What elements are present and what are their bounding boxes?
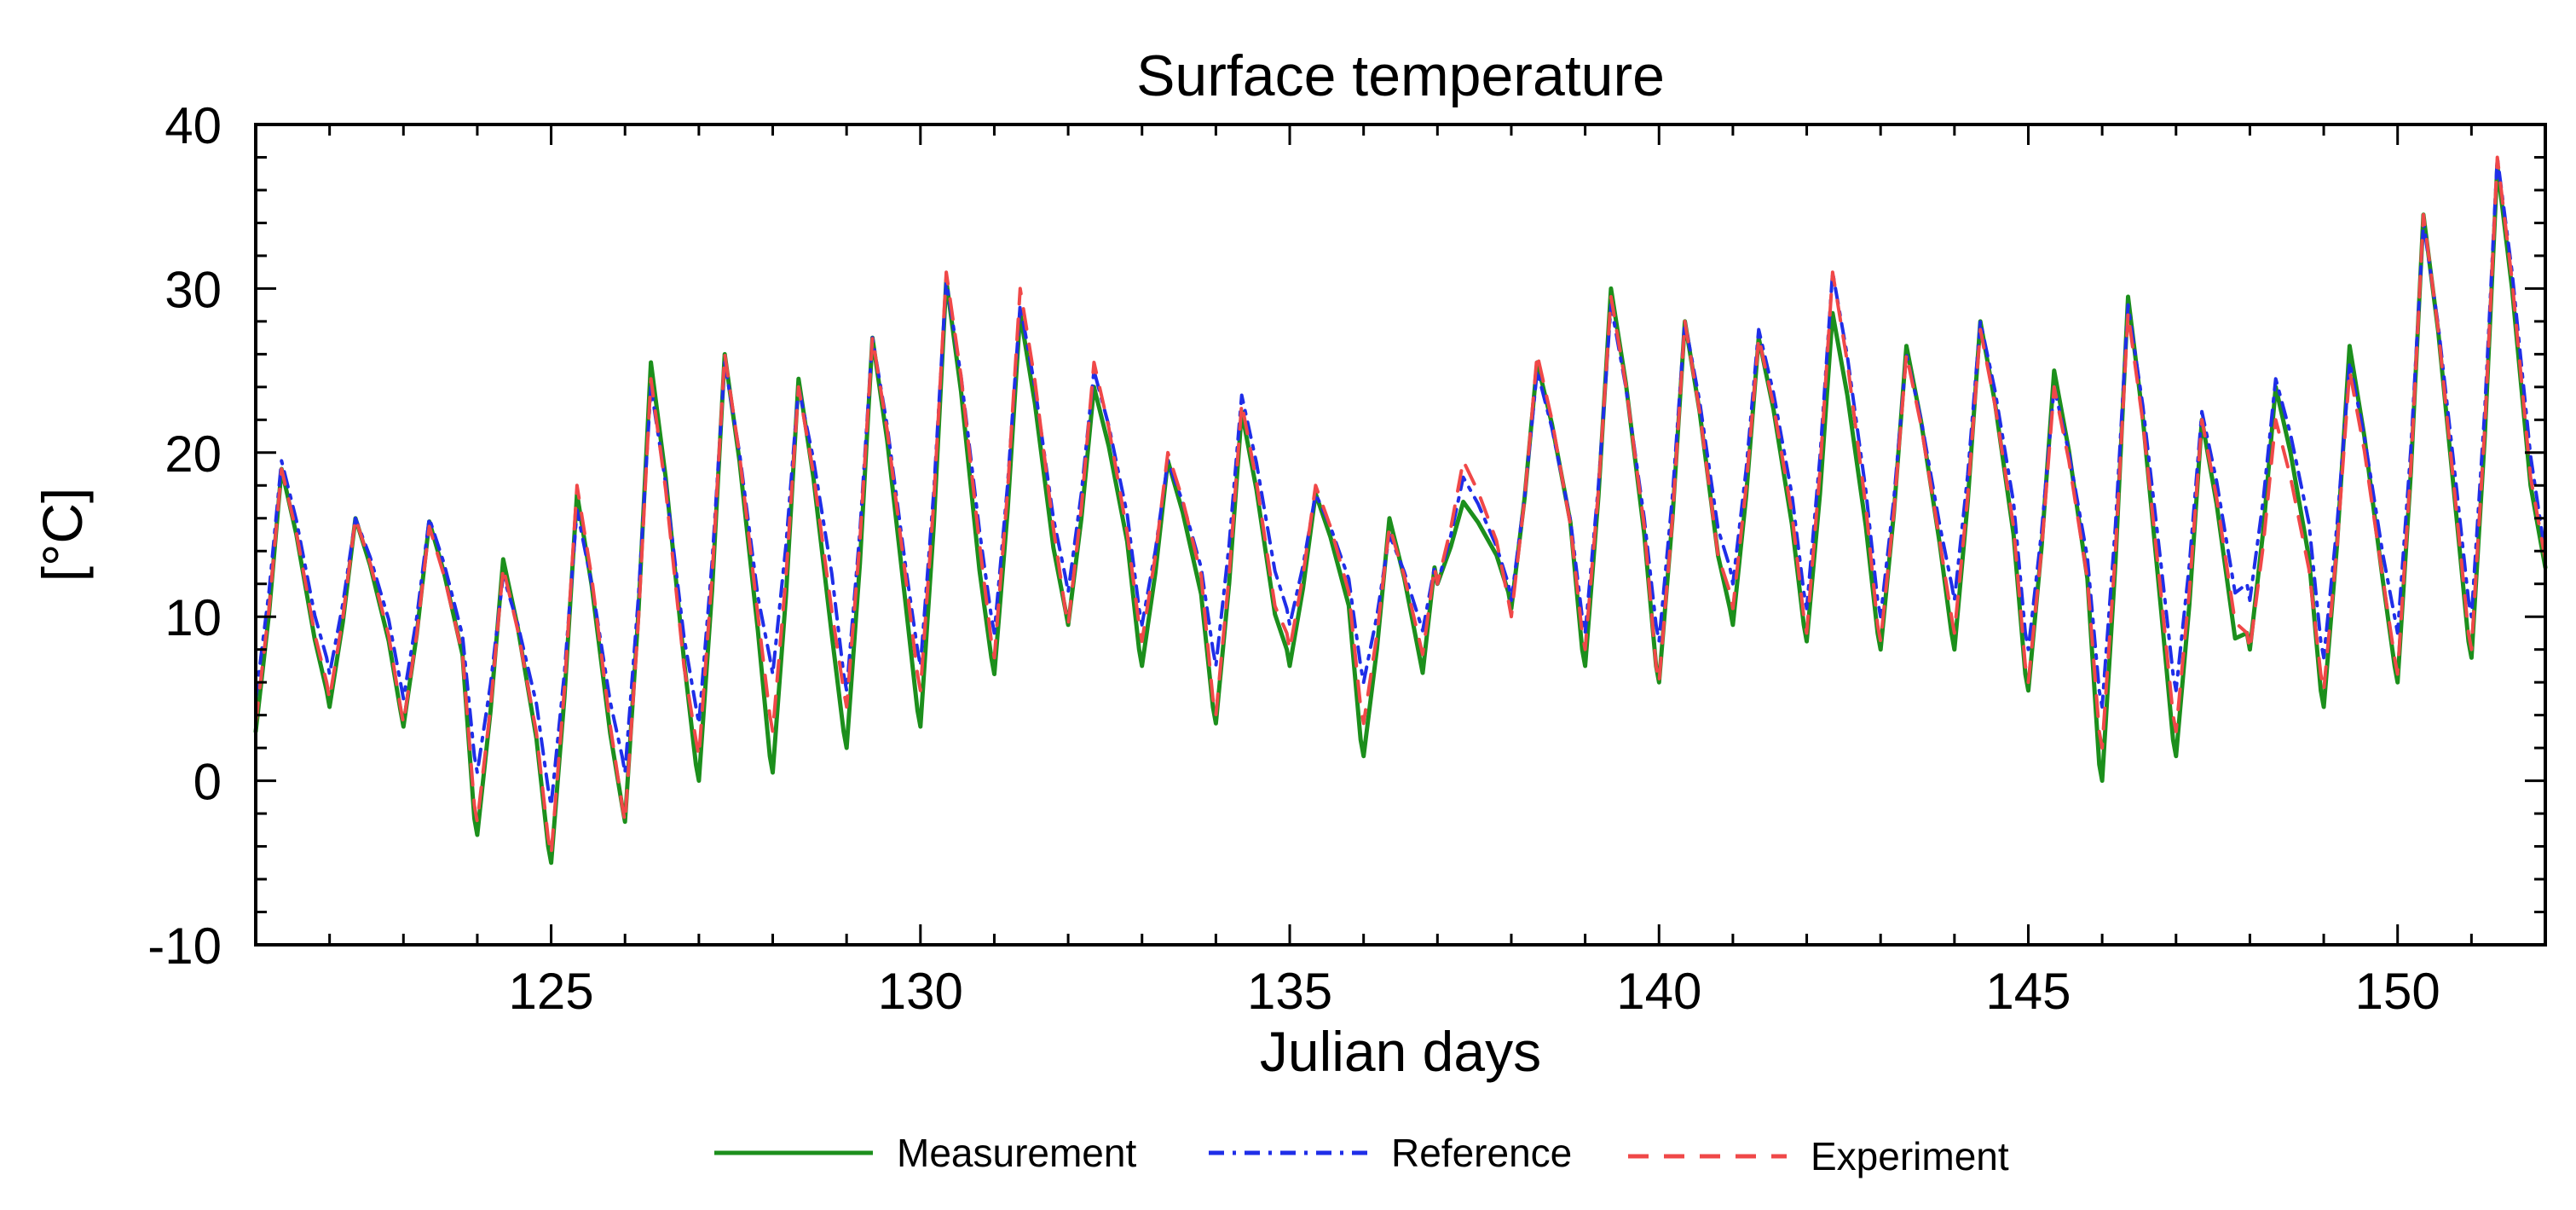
x-tick-label-140: 140 <box>1616 963 1701 1020</box>
x-tick-label-135: 135 <box>1247 963 1332 1020</box>
y-tick-label-10: 10 <box>165 589 222 646</box>
plot-frame <box>254 123 2547 947</box>
legend-label-experiment: Experiment <box>1811 1134 2009 1178</box>
y-tick-label-30: 30 <box>165 261 222 318</box>
x-tick-label-130: 130 <box>878 963 963 1020</box>
x-tick-label-145: 145 <box>1985 963 2071 1020</box>
series-measurement-line <box>253 163 2548 866</box>
y-tick-label-40: 40 <box>165 97 222 154</box>
y-tick-label-0: 0 <box>193 754 222 811</box>
series-experiment-line <box>254 155 2547 857</box>
series-reference-line <box>254 155 2547 808</box>
legend: Measurement Reference Experiment <box>714 1131 2009 1178</box>
y-tick-label-20: 20 <box>165 426 222 483</box>
legend-label-reference: Reference <box>1391 1131 1572 1175</box>
plot-area: 125 130 135 140 145 150 -10 0 10 20 30 40 <box>147 97 2548 1020</box>
chart-title: Surface temperature <box>1136 43 1665 108</box>
x-axis-label: Julian days <box>1260 1020 1541 1083</box>
y-tick-label--10: -10 <box>147 918 222 975</box>
x-tick-label-150: 150 <box>2355 963 2440 1020</box>
legend-label-measurement: Measurement <box>897 1131 1136 1175</box>
y-axis-label: [°C] <box>31 488 94 582</box>
x-tick-label-125: 125 <box>509 963 594 1020</box>
